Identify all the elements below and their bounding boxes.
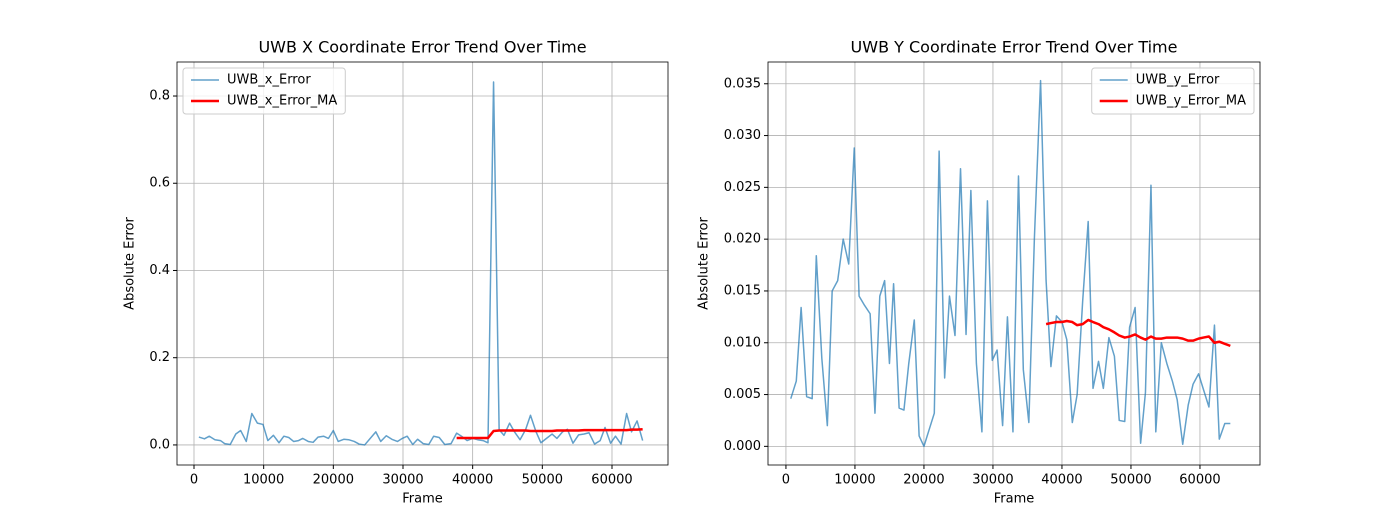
series-line [1045,318,1231,348]
y-tick-label: 0.015 [724,283,761,298]
series-line [790,79,1231,448]
y-tick-label: 0.0 [149,437,170,452]
x-axis-label: Frame [994,492,1035,507]
x-tick-label: 60000 [591,473,632,488]
subplot: 0 10000 20000 30000 40000 50000 60000 0.0 0.2 0.4… [123,38,669,507]
y-tick-label: 0.6 [149,176,170,191]
y-tick-label: 0.2 [149,350,170,365]
y-tick-label: 0.035 [724,76,761,91]
y-tick-label: 0.025 [724,180,761,195]
x-tick-label: 40000 [1041,473,1082,488]
y-axis-label: Absolute Error [123,217,138,310]
y-tick-label: 0.000 [724,439,761,454]
axes-frame [767,61,1261,466]
chart-title: UWB Y Coordinate Error Trend Over Time [851,38,1178,57]
y-tick-label: 0.8 [149,89,170,104]
legend-frame [1091,67,1255,115]
y-tick-label: 0.005 [724,387,761,402]
legend-label: UWB_y_Error [1136,73,1220,88]
x-tick-label: 20000 [313,473,354,488]
y-tick-label: 0.030 [724,128,761,143]
legend-label: UWB_y_Error_MA [1136,94,1246,109]
x-axis-label: Frame [402,492,443,507]
x-tick-label: 10000 [834,473,875,488]
x-tick-label: 60000 [1179,473,1220,488]
plot-area [177,62,668,465]
y-tick-label: 0.4 [149,263,170,278]
y-tick-label: 0.020 [724,232,761,247]
legend-label: UWB_x_Error [227,73,311,88]
series-line [456,427,643,440]
y-tick-label: 0.010 [724,335,761,350]
x-tick-label: 30000 [382,473,423,488]
x-tick-label: 10000 [243,473,284,488]
x-tick-label: 0 [190,473,198,488]
legend: UWB_x_Error UWB_x_Error_MA [182,67,346,115]
x-tick-label: 50000 [1110,473,1151,488]
legend-frame [182,67,346,115]
axes-frame [176,61,669,466]
subplot: 0 10000 20000 30000 40000 50000 60000 0.000 0.00… [697,38,1261,507]
x-tick-label: 0 [782,473,790,488]
legend-label: UWB_x_Error_MA [227,94,337,109]
y-axis-label: Absolute Error [697,217,712,310]
series-line [198,81,644,446]
chart-title: UWB X Coordinate Error Trend Over Time [258,38,586,57]
legend: UWB_y_Error UWB_y_Error_MA [1091,67,1255,115]
x-tick-label: 30000 [972,473,1013,488]
x-tick-label: 40000 [452,473,493,488]
x-tick-label: 20000 [903,473,944,488]
x-tick-label: 50000 [522,473,563,488]
